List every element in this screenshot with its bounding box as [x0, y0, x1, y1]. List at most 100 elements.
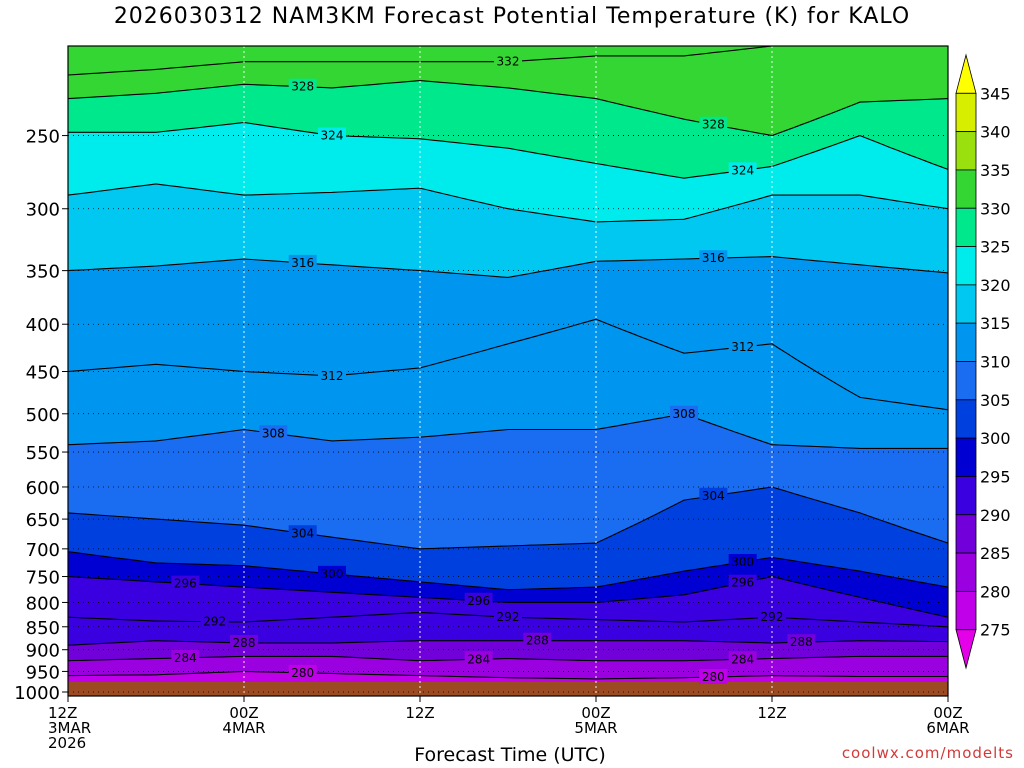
contour-label-bg-24: [171, 649, 200, 665]
contour-328: [68, 80, 948, 137]
x-tick-label-0-2: 2026: [48, 734, 86, 752]
contour-316: [68, 256, 948, 278]
contour-label-bg-18: [200, 613, 229, 629]
contour-label-bg-25: [464, 651, 493, 667]
contour-label-bg-16: [464, 592, 493, 608]
contour-label-284-24: 284: [174, 651, 197, 665]
contour-label-bg-14: [728, 554, 757, 570]
contour-label-bg-5: [288, 254, 317, 270]
contour-label-bg-11: [288, 525, 317, 541]
contour-label-bg-4: [728, 162, 757, 178]
contour-280: [68, 670, 948, 680]
contour-label-312-7: 312: [321, 369, 344, 383]
x-tick-label-36-1: 5MAR: [574, 719, 617, 737]
band-332: [68, 46, 948, 136]
band-288: [68, 640, 948, 661]
contour-label-280-28: 280: [702, 670, 725, 684]
colorbar-label-300: 300: [980, 429, 1011, 448]
contour-label-280-27: 280: [291, 666, 314, 680]
x-tick-label-60-0: 00Z: [933, 704, 962, 722]
grid-lines: [68, 46, 948, 696]
colorbar-box-11: [955, 476, 977, 516]
contour-label-bg-19: [494, 609, 522, 625]
colorbar-label-275: 275: [980, 621, 1011, 640]
y-tick-label-250: 250: [26, 127, 60, 148]
contour-label-332-0: 332: [497, 55, 520, 69]
contour-label-bg-15: [171, 575, 200, 591]
contour-label-bg-1: [288, 78, 317, 94]
contour-label-328-2: 328: [702, 118, 725, 132]
contour-label-296-17: 296: [731, 576, 754, 590]
contour-label-bg-0: [494, 53, 522, 69]
contour-label-292-18: 292: [203, 615, 226, 629]
y-tick-label-650: 650: [26, 510, 60, 531]
contour-284: [68, 655, 948, 662]
x-tick-label-48-0: 12Z: [757, 704, 786, 722]
colorbar-label-340: 340: [980, 123, 1011, 142]
contour-label-284-26: 284: [731, 652, 754, 666]
colorbar-box-14: [955, 590, 977, 631]
colorbar-box-9: [955, 399, 977, 439]
contour-label-304-12: 304: [702, 489, 725, 503]
contour-304: [68, 486, 948, 550]
colorbar-box-1: [955, 92, 977, 133]
y-axis: 2503003504004505005506006507007508008509…: [14, 127, 68, 704]
contour-label-bg-13: [318, 565, 346, 581]
colorbar-box-7: [955, 322, 977, 362]
x-tick-label-12-1: 4MAR: [222, 719, 265, 737]
colorbar-label-295: 295: [980, 467, 1011, 486]
contour-label-300-14: 300: [731, 555, 754, 569]
contour-label-bg-22: [523, 632, 552, 648]
colorbar-box-6: [955, 284, 977, 324]
y-tick-label-450: 450: [26, 362, 60, 383]
ground: [68, 681, 948, 696]
contour-label-316-6: 316: [702, 251, 725, 265]
y-tick-label-750: 750: [26, 568, 60, 589]
y-tick-label-950: 950: [26, 662, 60, 683]
colorbar-box-5: [955, 246, 977, 286]
contour-label-bg-20: [758, 609, 786, 625]
contour-label-bg-17: [728, 574, 757, 590]
contour-label-bg-23: [787, 634, 816, 650]
contour-label-bg-10: [670, 405, 698, 421]
band-320: [68, 183, 948, 278]
colorbar-label-305: 305: [980, 391, 1011, 410]
y-tick-label-500: 500: [26, 405, 60, 426]
colorbar-label-335: 335: [980, 161, 1011, 180]
colorbar-cap-bottom: [955, 629, 977, 670]
colorbar-label-330: 330: [980, 199, 1011, 218]
contour-label-308-10: 308: [673, 407, 696, 421]
plot-area: [68, 46, 948, 696]
colorbar-box-4: [955, 207, 977, 247]
contour-label-bg-3: [318, 127, 346, 143]
contour-label-292-19: 292: [497, 610, 520, 624]
x-tick-label-36-0: 00Z: [581, 704, 610, 722]
band-296: [68, 576, 948, 627]
colorbar-box-8: [955, 361, 977, 401]
x-tick-label-0-0: 12Z: [48, 704, 77, 722]
x-tick-label-12-0: 00Z: [229, 704, 258, 722]
contour-label-292-20: 292: [761, 610, 784, 624]
x-tick-label-60-1: 6MAR: [926, 719, 969, 737]
contour-label-284-25: 284: [467, 652, 490, 666]
contour-label-bg-9: [259, 425, 288, 441]
contour-label-bg-28: [699, 669, 728, 685]
contour-label-288-23: 288: [790, 635, 813, 649]
contour-label-316-5: 316: [291, 256, 314, 270]
colorbar-cap-top: [955, 53, 977, 94]
colorbar-label-290: 290: [980, 506, 1011, 525]
x-tick-label-24-0: 12Z: [405, 704, 434, 722]
band-292: [68, 612, 948, 646]
contour-label-304-11: 304: [291, 526, 314, 540]
colorbar-label-325: 325: [980, 238, 1011, 257]
y-tick-label-600: 600: [26, 478, 60, 499]
contour-label-bg-6: [699, 250, 728, 266]
colorbar-label-310: 310: [980, 353, 1011, 372]
contour-300: [68, 551, 948, 591]
colorbar-box-13: [955, 552, 977, 592]
colorbar-box-10: [955, 437, 977, 477]
band-308: [68, 413, 948, 549]
contour-label-324-3: 324: [321, 129, 344, 143]
colorbar-label-345: 345: [980, 84, 1011, 103]
